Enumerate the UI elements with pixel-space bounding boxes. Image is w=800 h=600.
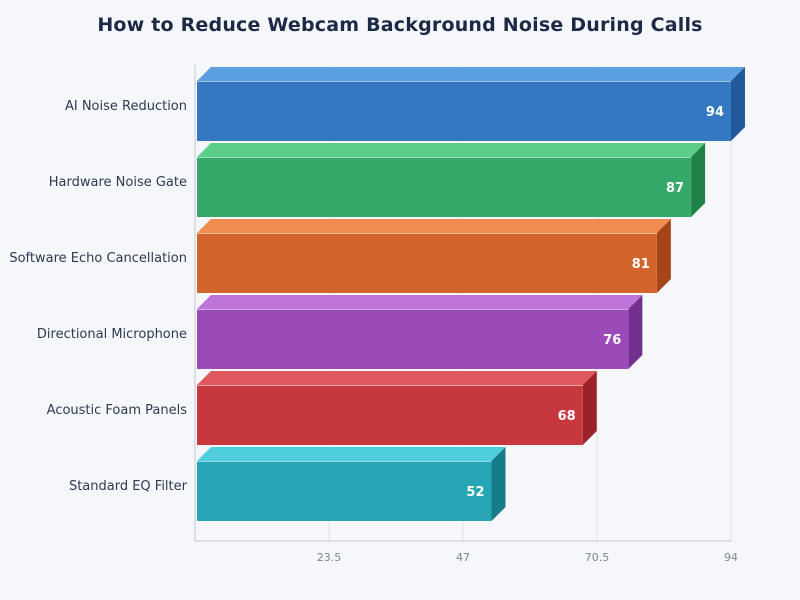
value-label: 68	[558, 409, 576, 424]
bar-side-face	[731, 67, 745, 141]
bar: 94	[197, 67, 745, 141]
x-tick-label: 23.5	[317, 551, 342, 564]
value-label: 52	[466, 485, 484, 500]
bars: 94 87 81 76 68 52	[197, 67, 745, 521]
bar-front-face	[197, 233, 657, 293]
bar-front-face	[197, 385, 583, 445]
bar: 81	[197, 219, 671, 293]
bar: 68	[197, 371, 597, 445]
chart-title: How to Reduce Webcam Background Noise Du…	[97, 14, 703, 36]
bar-top-face	[197, 295, 643, 309]
bar-side-face	[628, 295, 643, 369]
category-label: AI Noise Reduction	[65, 99, 187, 114]
axes	[194, 65, 731, 542]
bar-front-face	[197, 157, 692, 217]
value-label: 76	[603, 333, 621, 348]
value-label: 87	[666, 181, 684, 196]
category-label: Software Echo Cancellation	[9, 251, 187, 266]
x-axis-tick-labels: 23.5 47 70.5 94	[317, 551, 738, 564]
bar-top-face	[197, 143, 706, 157]
category-labels: AI Noise Reduction Hardware Noise Gate Sof…	[9, 99, 187, 494]
value-label: 81	[632, 257, 650, 272]
bar: 76	[197, 295, 643, 369]
bar: 52	[197, 447, 506, 521]
category-label: Directional Microphone	[37, 327, 187, 342]
value-label: 94	[706, 105, 724, 120]
x-tick-label: 70.5	[585, 551, 610, 564]
bar: 87	[197, 143, 706, 217]
bar-front-face	[197, 81, 731, 141]
bar-side-face	[691, 143, 706, 217]
x-tick-label: 94	[724, 551, 738, 564]
bar-top-face	[197, 371, 597, 385]
bar-top-face	[197, 219, 671, 233]
x-tick-label: 47	[456, 551, 470, 564]
bar-front-face	[197, 461, 492, 521]
bar-side-face	[656, 219, 671, 293]
bar-side-face	[491, 447, 506, 521]
bar-front-face	[197, 309, 629, 369]
category-label: Acoustic Foam Panels	[47, 403, 188, 418]
category-label: Hardware Noise Gate	[49, 175, 187, 190]
category-label: Standard EQ Filter	[69, 479, 188, 494]
bar-top-face	[197, 67, 745, 81]
bar-top-face	[197, 447, 506, 461]
bar-side-face	[582, 371, 597, 445]
